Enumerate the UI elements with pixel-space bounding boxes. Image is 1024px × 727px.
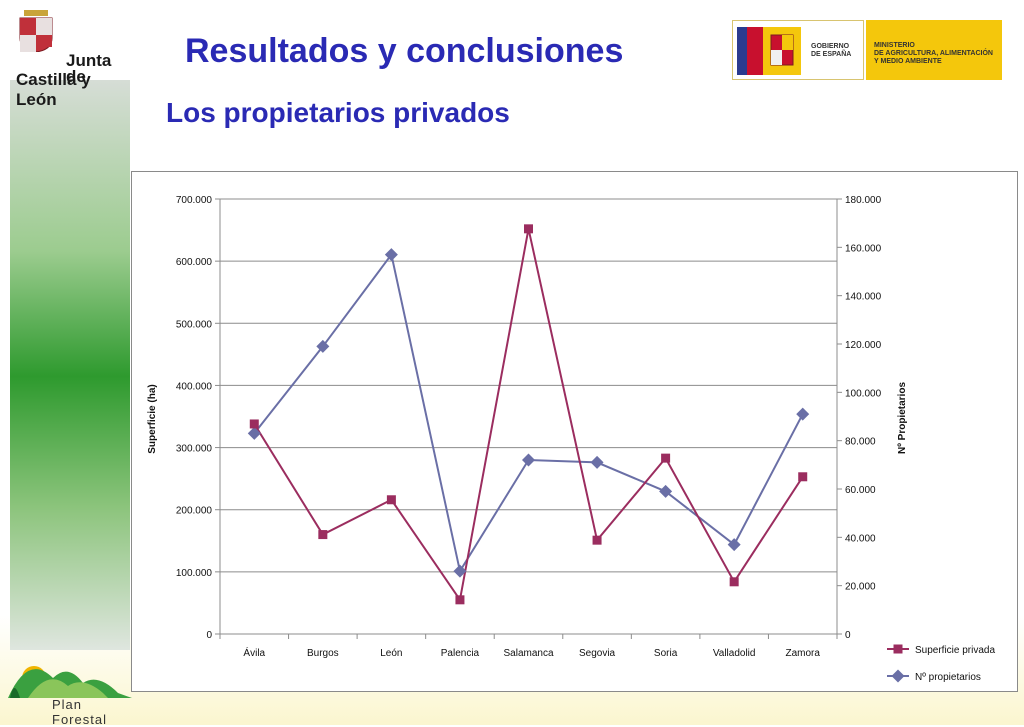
data-point-superficie	[455, 595, 465, 605]
gobierno-text-line: DE ESPAÑA	[811, 51, 852, 58]
data-point-superficie	[592, 535, 602, 545]
y-axis-label: Superficie (ha)	[147, 384, 158, 453]
gobierno-shield-box: GOBIERNO DE ESPAÑA	[732, 20, 864, 80]
y2-tick-label: 40.000	[845, 533, 876, 544]
legend-marker	[891, 669, 905, 683]
ministerio-box: MINISTERIO DE AGRICULTURA, ALIMENTACIÓN …	[866, 20, 1002, 80]
gobierno-text: GOBIERNO DE ESPAÑA	[811, 43, 851, 59]
y2-tick-label: 80.000	[845, 437, 876, 448]
ministerio-text: MINISTERIO DE AGRICULTURA, ALIMENTACIÓN …	[874, 42, 993, 66]
y-tick-label: 200.000	[176, 506, 213, 517]
series-line-propietarios	[253, 252, 804, 574]
left-axis-ticks: 0 100.000 200.000 300.000 400.000 500.000 600.…	[176, 195, 213, 641]
y-tick-label: 500.000	[176, 319, 213, 330]
page-title: Resultados y conclusiones	[185, 32, 624, 70]
x-tick-label: Burgos	[307, 648, 339, 659]
data-point-propietarios	[796, 407, 810, 421]
right-axis-ticks: 0 20.000 40.000 60.000 80.000 100.000 120.000 1…	[845, 195, 882, 641]
chart-grid	[220, 198, 837, 573]
jcyl-logo: Junta de Castilla y León	[6, 8, 132, 109]
page-subtitle: Los propietarios privados	[166, 97, 510, 128]
data-point-superficie	[249, 419, 259, 429]
ministerio-text-line: DE AGRICULTURA, ALIMENTACIÓN	[874, 50, 993, 57]
y2-tick-label: 140.000	[845, 292, 882, 303]
side-gradient-bar	[10, 80, 130, 650]
x-tick-label: Soria	[654, 648, 678, 659]
y-tick-label: 300.000	[176, 444, 213, 455]
legend-label: Superficie privada	[915, 645, 995, 656]
data-point-propietarios	[316, 339, 330, 353]
x-tick-label: Palencia	[441, 648, 480, 659]
coat-of-arms-icon	[19, 10, 53, 52]
y2-axis-label: Nº Propietarios	[897, 382, 908, 454]
legend-label: Nº propietarios	[915, 672, 981, 683]
data-point-superficie	[386, 495, 396, 505]
data-point-propietarios	[727, 538, 741, 552]
ministerio-text-line: Y MEDIO AMBIENTE	[874, 58, 942, 65]
data-point-propietarios	[659, 484, 673, 498]
chart-frame: 0 100.000 200.000 300.000 400.000 500.000 600.…	[131, 171, 1018, 692]
x-tick-label: Zamora	[785, 648, 820, 659]
y-tick-label: 100.000	[176, 568, 213, 579]
ministerio-text-line: MINISTERIO	[874, 42, 915, 49]
plan-forestal-text: Plan Forestal	[52, 697, 107, 727]
hills-sun-icon	[8, 666, 132, 698]
x-tick-label: Segovia	[579, 648, 616, 659]
jcyl-text-line1: Junta de	[66, 51, 112, 86]
data-point-superficie	[798, 472, 808, 482]
chart-legend: Superficie privada Nº propietarios	[887, 644, 995, 683]
y2-tick-label: 0	[845, 630, 851, 641]
series-line-superficie	[253, 228, 804, 603]
y-tick-label: 600.000	[176, 257, 213, 268]
data-point-propietarios	[247, 426, 261, 440]
spain-shield-icon	[737, 27, 801, 75]
y2-tick-label: 120.000	[845, 340, 882, 351]
data-point-superficie	[661, 453, 671, 463]
x-tick-label: Ávila	[243, 646, 265, 659]
gobierno-text-line: GOBIERNO	[811, 43, 850, 50]
x-axis-ticks: Ávila Burgos León Palencia Salamanca Segovia S…	[243, 646, 820, 659]
data-point-superficie	[524, 224, 533, 234]
line-chart: 0 100.000 200.000 300.000 400.000 500.000 600.…	[147, 195, 995, 683]
y2-tick-label: 100.000	[845, 388, 882, 399]
x-tick-label: León	[380, 648, 402, 659]
data-point-propietarios	[384, 248, 398, 262]
y-tick-label: 0	[206, 630, 212, 641]
chart-series	[247, 224, 810, 605]
x-tick-label: Salamanca	[503, 648, 553, 659]
y2-tick-label: 160.000	[845, 243, 882, 254]
data-point-propietarios	[453, 564, 467, 578]
jcyl-text-line2: Castilla y León	[16, 70, 91, 109]
y-tick-label: 400.000	[176, 381, 213, 392]
y2-tick-label: 180.000	[845, 195, 882, 206]
x-tick-label: Valladolid	[713, 648, 756, 659]
y-tick-label: 700.000	[176, 195, 213, 206]
data-point-propietarios	[590, 455, 604, 469]
data-point-superficie	[729, 577, 739, 587]
y2-tick-label: 20.000	[845, 582, 876, 593]
data-point-propietarios	[522, 453, 535, 467]
data-point-superficie	[318, 530, 328, 540]
chart-axes	[215, 198, 842, 639]
gobierno-logo: GOBIERNO DE ESPAÑA MINISTERIO DE AGRICUL…	[732, 20, 1002, 80]
y2-tick-label: 60.000	[845, 485, 876, 496]
legend-marker	[893, 644, 903, 654]
plan-forestal-logo: Plan Forestal	[8, 648, 132, 727]
